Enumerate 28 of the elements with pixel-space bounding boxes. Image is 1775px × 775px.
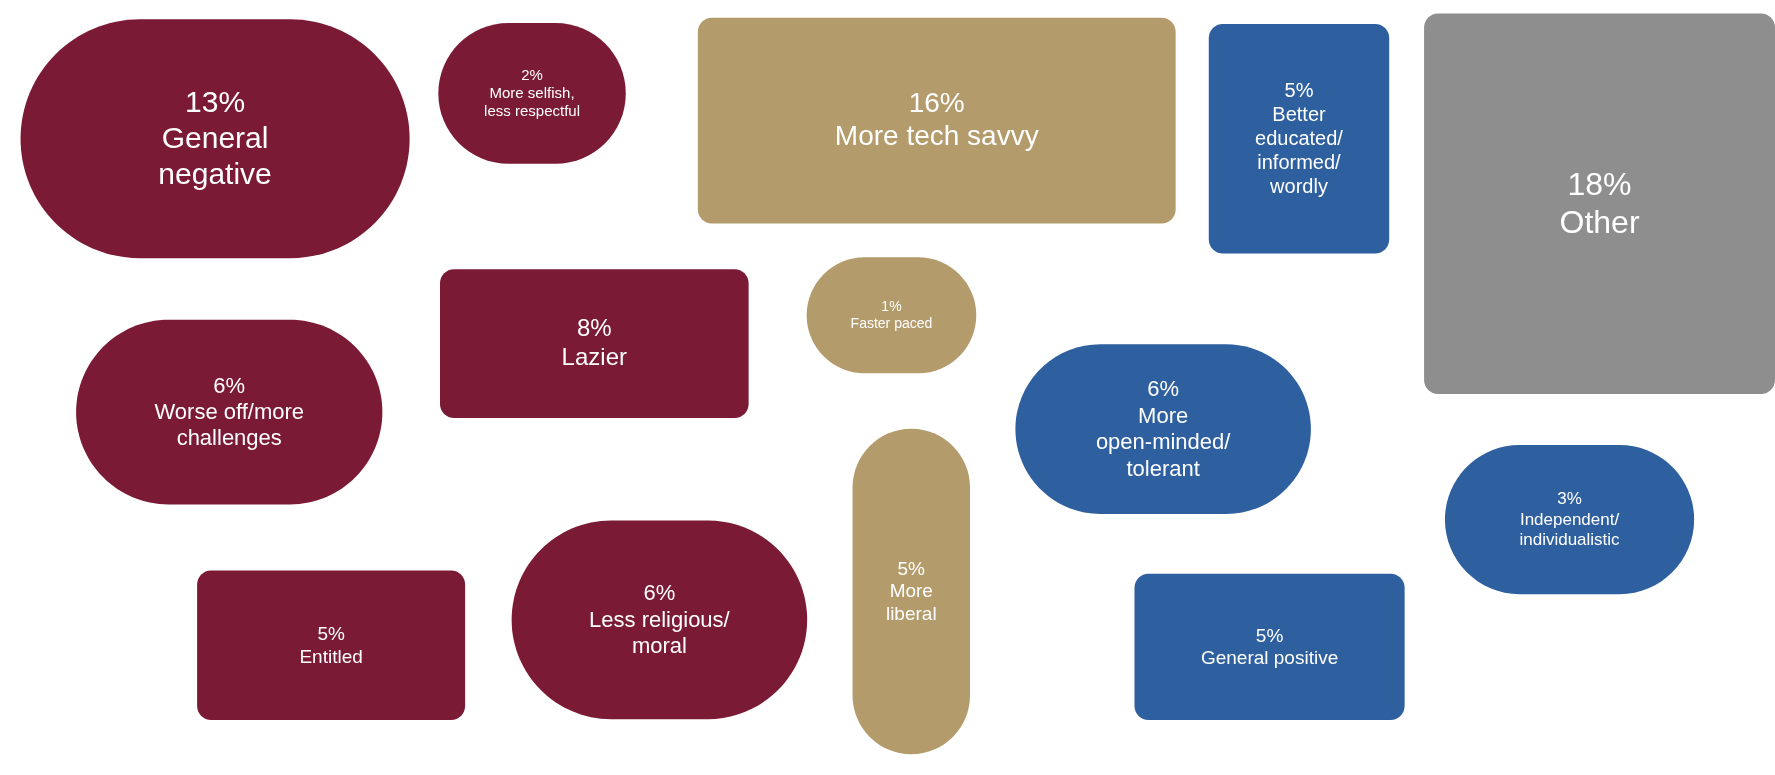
data-label: 6% [1147, 376, 1180, 402]
data-label: 1% [881, 297, 902, 314]
category-label: More tech savvy [834, 120, 1039, 152]
data-label: 6% [643, 580, 676, 606]
data-label: 6% [213, 372, 246, 398]
data-label: 16% [908, 86, 965, 118]
category-label: General positive [1200, 647, 1339, 669]
category-label: General negative [158, 120, 272, 190]
data-label: 5% [1255, 624, 1284, 646]
data-label: 5% [1284, 78, 1314, 101]
category-label: Better educated/informed/wordly [1255, 102, 1344, 197]
category-label: Entitled [299, 645, 363, 667]
data-label: 8% [576, 314, 612, 342]
data-label: 5% [317, 622, 345, 644]
data-label: 2% [521, 66, 543, 84]
category-label: More open-minded/tolerant [1095, 402, 1232, 481]
data-label: 3% [1557, 489, 1582, 509]
category-label: Faster paced [850, 314, 933, 331]
category-label: Independent/individualistic [1519, 509, 1621, 549]
data-label: 18% [1567, 165, 1632, 202]
category-label: More liberal [885, 580, 937, 625]
category-label: Less religious/moral [589, 606, 731, 659]
category-label: Lazier [561, 342, 627, 370]
category-label: More selfish, less respectful [484, 84, 580, 120]
category-label: Worse off/more challenges [154, 399, 305, 451]
category-label: Other [1559, 203, 1640, 240]
data-label: 5% [897, 557, 926, 579]
data-label: 13% [185, 84, 246, 118]
